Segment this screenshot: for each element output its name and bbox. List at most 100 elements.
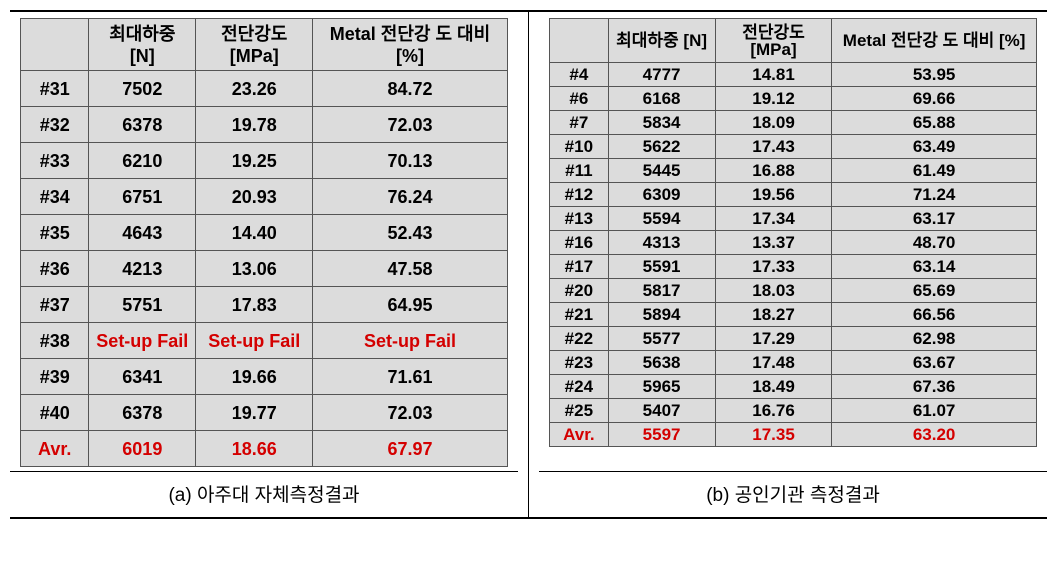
table-row: #38Set-up FailSet-up FailSet-up Fail (21, 323, 508, 359)
header-max-load: 최대하중 [N] (89, 19, 196, 71)
cell-id: #37 (21, 287, 89, 323)
header-metal-pct: Metal 전단강 도 대비 [%] (313, 19, 508, 71)
cell-pct: Set-up Fail (313, 323, 508, 359)
cell-id: #32 (21, 107, 89, 143)
cell-load: 4313 (608, 231, 715, 255)
cell-pct: 71.61 (313, 359, 508, 395)
cell-shear: 18.09 (715, 111, 832, 135)
cell-pct: 63.67 (832, 351, 1036, 375)
table-a-header-row: 최대하중 [N] 전단강도 [MPa] Metal 전단강 도 대비 [%] (21, 19, 508, 71)
cell-pct: 64.95 (313, 287, 508, 323)
table-row: #17559117.3363.14 (550, 255, 1037, 279)
cell-load: 6309 (608, 183, 715, 207)
cell-pct: 53.95 (832, 63, 1036, 87)
cell-shear: 18.66 (196, 431, 313, 467)
cell-pct: 63.17 (832, 207, 1036, 231)
cell-pct: 66.56 (832, 303, 1036, 327)
cell-pct: 71.24 (832, 183, 1036, 207)
table-row: Avr.559717.3563.20 (550, 423, 1037, 447)
cell-load: 4213 (89, 251, 196, 287)
cell-load: 5622 (608, 135, 715, 159)
cell-shear: 18.49 (715, 375, 832, 399)
cell-shear: 19.25 (196, 143, 313, 179)
cell-load: 5965 (608, 375, 715, 399)
cell-pct: 65.69 (832, 279, 1036, 303)
cell-pct: 76.24 (313, 179, 508, 215)
cell-shear: 17.83 (196, 287, 313, 323)
cell-id: #23 (550, 351, 608, 375)
table-a-wrap: 최대하중 [N] 전단강도 [MPa] Metal 전단강 도 대비 [%] #… (10, 12, 518, 471)
cell-load: 6378 (89, 395, 196, 431)
cell-id: #40 (21, 395, 89, 431)
cell-shear: 17.29 (715, 327, 832, 351)
table-a: 최대하중 [N] 전단강도 [MPa] Metal 전단강 도 대비 [%] #… (20, 18, 508, 467)
cell-load: 5577 (608, 327, 715, 351)
cell-pct: 48.70 (832, 231, 1036, 255)
table-row: #23563817.4863.67 (550, 351, 1037, 375)
table-row: #6616819.1269.66 (550, 87, 1037, 111)
header-id (550, 19, 608, 63)
cell-load: 6210 (89, 143, 196, 179)
table-row: #4477714.8153.95 (550, 63, 1037, 87)
cell-pct: 67.97 (313, 431, 508, 467)
cell-load: 6019 (89, 431, 196, 467)
cell-id: #10 (550, 135, 608, 159)
cell-id: #34 (21, 179, 89, 215)
cell-load: 5817 (608, 279, 715, 303)
panel-b: 최대하중 [N] 전단강도 [MPa] Metal 전단강 도 대비 [%] #… (529, 12, 1047, 517)
cell-shear: 19.12 (715, 87, 832, 111)
table-row: #12630919.5671.24 (550, 183, 1037, 207)
cell-shear: 16.76 (715, 399, 832, 423)
header-metal-pct: Metal 전단강 도 대비 [%] (832, 19, 1036, 63)
cell-shear: 16.88 (715, 159, 832, 183)
cell-load: 5834 (608, 111, 715, 135)
cell-pct: 47.58 (313, 251, 508, 287)
cell-shear: 20.93 (196, 179, 313, 215)
cell-shear: 18.03 (715, 279, 832, 303)
cell-shear: Set-up Fail (196, 323, 313, 359)
cell-load: 5597 (608, 423, 715, 447)
table-b: 최대하중 [N] 전단강도 [MPa] Metal 전단강 도 대비 [%] #… (549, 18, 1037, 447)
cell-load: 6378 (89, 107, 196, 143)
cell-pct: 62.98 (832, 327, 1036, 351)
cell-id: #39 (21, 359, 89, 395)
cell-pct: 72.03 (313, 107, 508, 143)
cell-load: 5751 (89, 287, 196, 323)
header-max-load: 최대하중 [N] (608, 19, 715, 63)
table-row: #13559417.3463.17 (550, 207, 1037, 231)
header-shear: 전단강도 [MPa] (196, 19, 313, 71)
cell-load: 5407 (608, 399, 715, 423)
cell-load: 5445 (608, 159, 715, 183)
cell-shear: 14.81 (715, 63, 832, 87)
cell-shear: 17.43 (715, 135, 832, 159)
cell-shear: 19.78 (196, 107, 313, 143)
table-row: #37575117.8364.95 (21, 287, 508, 323)
cell-id: #6 (550, 87, 608, 111)
cell-load: 6168 (608, 87, 715, 111)
cell-pct: 63.20 (832, 423, 1036, 447)
cell-shear: 19.56 (715, 183, 832, 207)
table-row: #34675120.9376.24 (21, 179, 508, 215)
cell-pct: 69.66 (832, 87, 1036, 111)
cell-id: #20 (550, 279, 608, 303)
cell-shear: 19.77 (196, 395, 313, 431)
cell-id: #24 (550, 375, 608, 399)
cell-shear: 13.06 (196, 251, 313, 287)
table-a-body: #31750223.2684.72#32637819.7872.03#33621… (21, 71, 508, 467)
table-row: #20581718.0365.69 (550, 279, 1037, 303)
cell-pct: 84.72 (313, 71, 508, 107)
table-row: #39634119.6671.61 (21, 359, 508, 395)
table-row: #36421313.0647.58 (21, 251, 508, 287)
table-row: #32637819.7872.03 (21, 107, 508, 143)
panel-a: 최대하중 [N] 전단강도 [MPa] Metal 전단강 도 대비 [%] #… (10, 12, 529, 517)
cell-id: #13 (550, 207, 608, 231)
cell-shear: 23.26 (196, 71, 313, 107)
cell-id: #31 (21, 71, 89, 107)
table-b-header-row: 최대하중 [N] 전단강도 [MPa] Metal 전단강 도 대비 [%] (550, 19, 1037, 63)
table-row: #11544516.8861.49 (550, 159, 1037, 183)
cell-load: 6341 (89, 359, 196, 395)
cell-id: #17 (550, 255, 608, 279)
header-shear: 전단강도 [MPa] (715, 19, 832, 63)
table-row: #25540716.7661.07 (550, 399, 1037, 423)
table-row: #33621019.2570.13 (21, 143, 508, 179)
